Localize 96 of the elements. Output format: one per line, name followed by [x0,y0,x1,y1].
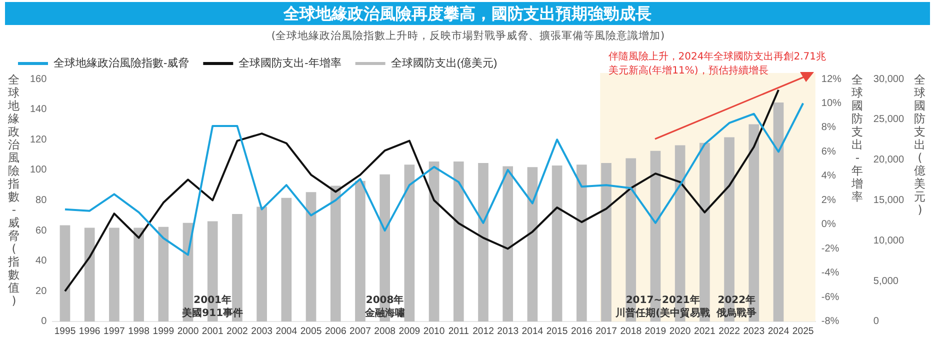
bar [428,161,440,322]
y2-tick-label: 4% [821,170,836,182]
annotation: 金融海嘯 [364,307,405,320]
y-tick-label: 100 [30,164,48,176]
x-tick-label: 1996 [78,326,100,337]
bar [232,214,242,322]
bar [134,228,144,322]
y3-tick-label: 15,000 [873,194,904,206]
x-tick-label: 2015 [546,326,568,337]
x-tick-label: 2005 [300,326,322,337]
bar [527,167,538,322]
annotation: 2001年 [194,294,232,306]
x-tick-label: 2010 [423,326,445,337]
x-tick-label: 1997 [104,326,125,337]
bar [552,165,562,322]
bar [576,164,587,322]
x-tick-label: 2002 [226,326,248,337]
x-tick-label: 2007 [350,326,371,337]
y2-tick-label: 10% [821,98,842,109]
x-tick-label: 2024 [768,326,790,337]
bar [84,228,95,322]
x-tick-label: 2004 [276,326,298,337]
legend-label: 全球地緣政治風險指數-威脅 [54,56,190,70]
annotation: 川普任期(美中貿易戰 [614,307,710,320]
x-tick-label: 2020 [669,326,691,337]
x-tick-label: 2022 [718,326,740,337]
x-tick-label: 2009 [398,326,420,337]
y2-tick-label: 6% [821,146,836,158]
x-tick-label: 2025 [792,326,814,337]
chart-title: 全球地緣政治風險再度攀高，國防支出預期強勁成長 [5,2,930,25]
x-tick-label: 2001 [202,326,224,337]
annotation: 俄烏戰爭 [716,307,757,320]
y2-tick-label: -6% [821,292,840,303]
annotation: 2022年 [718,294,756,306]
text: 全球地緣政治風險指數-威脅(指數值) [8,72,20,308]
annotation: 2008年 [366,294,404,306]
y2-tick-label: -4% [821,268,840,279]
bar [281,198,292,322]
chart-subtitle: (全球地緣政治風險指數上升時，反映市場對戰爭威脅、擴張軍備等風險意識增加) [270,29,666,43]
x-tick-label: 2000 [177,326,199,337]
x-tick-label: 2023 [743,326,765,337]
x-tick-label: 2014 [522,326,544,337]
x-tick-label: 1998 [128,326,150,337]
bar [330,186,341,322]
x-tick-label: 2011 [448,326,469,337]
y3-tick-label: 5,000 [873,276,899,287]
bar [773,102,784,322]
bar [256,206,267,322]
text: 全球國防支出(億美元) [914,72,926,217]
legend-label: 全球國防支出-年增率 [238,56,342,70]
annotation: 美國911事件 [181,307,244,320]
x-tick-label: 2006 [324,326,346,337]
y3-tick-label: 25,000 [873,114,904,126]
x-tick-label: 2013 [497,326,519,337]
y-tick-label: 0 [41,316,48,328]
legend-label: 全球國防支出(億美元) [390,56,498,70]
bar [700,142,710,322]
bar [453,161,464,322]
y3-tick-label: 10,000 [873,235,904,246]
bar [355,180,366,322]
x-tick-label: 2021 [694,326,716,337]
bar [478,163,488,322]
y2-tick-label: -8% [821,316,840,328]
y-tick-label: 160 [30,74,48,85]
bar [158,226,169,322]
x-tick-label: 2012 [472,326,494,337]
x-tick-label: 2016 [570,326,592,337]
y3-tick-label: 0 [873,316,880,328]
x-tick-label: 2019 [644,326,666,337]
bar [109,228,120,322]
x-tick-label: 2008 [374,326,396,337]
y-tick-label: 20 [36,286,48,297]
bar [502,166,514,322]
text: 全球國防支出-年增率 [851,72,864,204]
x-tick-label: 1995 [54,326,76,337]
x-tick-label: 1999 [152,326,174,337]
bar [404,164,415,322]
bar [306,192,316,322]
y2-tick-label: 12% [821,74,842,85]
y-tick-label: 140 [30,104,48,116]
y2-tick-label: 2% [821,194,836,206]
bar [601,163,612,322]
y-tick-label: 60 [36,225,48,236]
y2-tick-label: 0% [821,219,836,230]
y3-tick-label: 20,000 [873,154,904,166]
y2-tick-label: 8% [821,122,836,134]
x-tick-label: 2017 [596,326,617,337]
y-tick-label: 120 [30,134,48,146]
y-tick-label: 40 [36,256,48,267]
y3-tick-label: 30,000 [873,74,904,85]
annotation: 2017~2021年 [626,294,700,306]
x-tick-label: 2018 [620,326,642,337]
y-tick-label: 80 [36,194,48,206]
x-tick-label: 2003 [251,326,272,337]
bar [60,225,70,322]
y2-tick-label: -2% [821,243,840,254]
